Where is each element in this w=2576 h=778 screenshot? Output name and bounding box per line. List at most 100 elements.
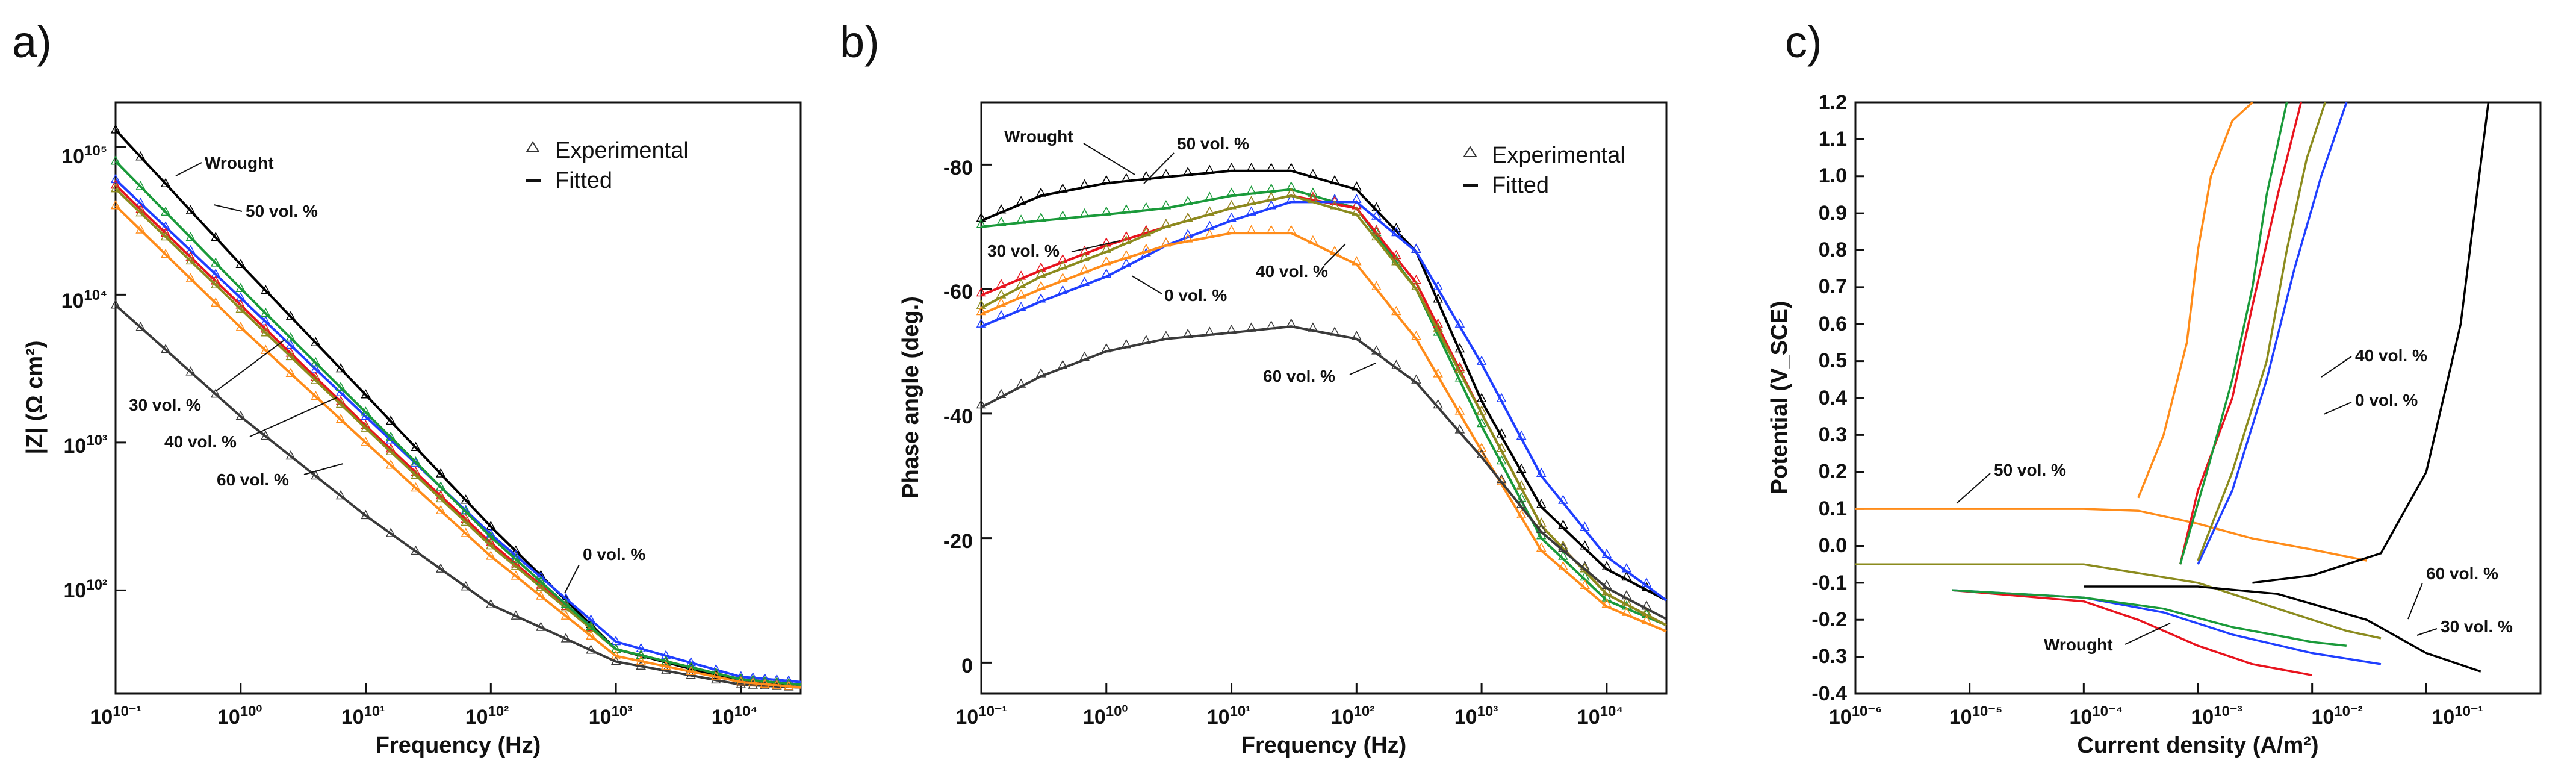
chart-a-series-5-point-2-2 bbox=[411, 545, 421, 555]
chart-a-series-4-point-3-4 bbox=[586, 621, 596, 630]
chart-b-series-4-point-7-0 bbox=[1411, 281, 1421, 290]
chart-b-series-3-point-6-0 bbox=[1352, 193, 1362, 204]
chart-b-series-1-point-10-0 bbox=[1601, 592, 1612, 602]
chart-b-annotation-40: 40 vol. % bbox=[1256, 262, 1328, 281]
chart-b-series-0-point-1-0 bbox=[1035, 187, 1046, 197]
chart-a-series-0-point-2-0 bbox=[361, 389, 371, 399]
chart-b-series-line-1 bbox=[981, 188, 1667, 627]
chart-a-series-6-point-3-1 bbox=[511, 570, 521, 580]
chart-b-series-3-point-9-2 bbox=[1580, 521, 1590, 531]
chart-a-series-0-point-1-2 bbox=[285, 311, 296, 320]
chart-b-series-0-point-9-0 bbox=[1536, 499, 1547, 508]
chart-a-series-6-point-0-2 bbox=[160, 248, 171, 258]
chart-c-series-1-cathodic bbox=[1952, 589, 2313, 677]
chart-b-series-2-point-2-2 bbox=[1141, 225, 1152, 234]
chart-b-series-1-point-1-0 bbox=[1035, 212, 1046, 222]
chart-a-series-6-point-0-4 bbox=[210, 297, 221, 307]
chart-b-series-4-point-2-1 bbox=[1121, 235, 1132, 245]
chart-b-series-1-point-5-1 bbox=[1308, 187, 1318, 197]
chart-a-series-4-point-3-1 bbox=[511, 553, 521, 563]
chart-a-series-5-point-1-4 bbox=[335, 490, 346, 500]
chart-b-series-4-point-3-1 bbox=[1182, 212, 1193, 222]
chart-a-annotation-0: 0 vol. % bbox=[583, 545, 645, 564]
chart-b-series-line-6 bbox=[981, 325, 1667, 620]
chart-b-series-3-point-10-2 bbox=[1641, 577, 1652, 587]
chart-b-series-4-point-4-2 bbox=[1266, 191, 1276, 201]
chart-c-xtick-1: 1010⁻⁵ bbox=[1949, 703, 2002, 729]
chart-b-ytick-0: -80 bbox=[943, 157, 973, 179]
chart-a-series-4-point-0-3 bbox=[185, 232, 196, 241]
chart-a-series-4-point-4-2 bbox=[660, 655, 671, 665]
chart-a-series-6-point-2-4 bbox=[461, 527, 471, 537]
chart-b-series-0-point-3-2 bbox=[1205, 164, 1215, 174]
chart-a-series-5-point-3-0 bbox=[486, 599, 496, 608]
chart-a-series-4-point-2-1 bbox=[385, 431, 396, 441]
chart-a-series-4-point-1-0 bbox=[235, 282, 246, 292]
chart-b-series-1-point-1-2 bbox=[1079, 208, 1090, 218]
chart-b-annotation-50-arrow bbox=[1143, 152, 1175, 184]
chart-a-annotation-40-arrow bbox=[249, 397, 338, 437]
chart-c-ytick-9: 0.5 bbox=[1819, 349, 1847, 372]
chart-c-xtick-2: 1010⁻⁴ bbox=[2069, 703, 2123, 729]
chart-b-ytick-3: -20 bbox=[943, 530, 973, 553]
chart-b-series-3-point-10-0 bbox=[1601, 549, 1612, 558]
chart-c-ytick-3: -0.1 bbox=[1811, 571, 1847, 594]
chart-b-series-0-point-5-2 bbox=[1329, 175, 1340, 185]
chart-b-series-4-point-6-0 bbox=[1352, 206, 1362, 216]
chart-b-series-5-point-8-0 bbox=[1476, 443, 1487, 452]
chart-b-series-3-point-10-1 bbox=[1621, 563, 1632, 573]
chart-b-series-3-point-1-1 bbox=[1058, 285, 1068, 294]
chart-b-series-5-point-2-1 bbox=[1121, 249, 1132, 260]
chart-a-series-4-point-4-0 bbox=[610, 643, 621, 653]
chart-b-series-5-point-4-0 bbox=[1226, 225, 1237, 234]
chart-b-series-6-point-6-1 bbox=[1371, 345, 1382, 355]
chart-b-series-6-point-9-2 bbox=[1580, 561, 1590, 571]
chart-b-series-0-point-8-0 bbox=[1476, 393, 1487, 402]
chart-a-series-1-point-4-3 bbox=[686, 657, 697, 667]
chart-c-annotation-60: 60 vol. % bbox=[2426, 564, 2498, 583]
chart-a-ticks bbox=[114, 146, 742, 694]
chart-a-ytick-2: 1010⁴ bbox=[61, 287, 107, 313]
chart-a-annotation-30-arrow bbox=[215, 340, 285, 392]
chart-c: 1010⁻⁶ 1010⁻⁵ 1010⁻⁴ 1010⁻³ 1010⁻² 1010⁻… bbox=[1767, 91, 2542, 758]
chart-a-series-4-point-0-2 bbox=[160, 206, 171, 216]
chart-b-legend-experimental-marker bbox=[1463, 146, 1477, 157]
chart-b-series-line-3 bbox=[981, 201, 1668, 602]
chart-b-series-3-point-4-1 bbox=[1246, 206, 1256, 216]
chart-a-series-1-point-0-3 bbox=[185, 244, 196, 255]
chart-b-series-0-point-4-1 bbox=[1246, 163, 1256, 172]
chart-a-series-6-point-1-3 bbox=[311, 390, 321, 400]
chart-a-series-4-point-0-0 bbox=[110, 155, 121, 165]
chart-b-series-0-point-9-1 bbox=[1558, 519, 1568, 529]
chart-b-series-4-point-3-2 bbox=[1205, 206, 1215, 216]
chart-c-series-4-anodic bbox=[2197, 102, 2326, 561]
chart-b-series-5-point-10-1 bbox=[1621, 606, 1632, 616]
chart-a-series-3-point-1-3 bbox=[311, 375, 321, 384]
chart-b-series-6-point-3-0 bbox=[1161, 331, 1172, 340]
chart-b-series-6-point-10-0 bbox=[1601, 579, 1612, 590]
panel-label-c: c) bbox=[1785, 17, 1822, 67]
chart-a-series-0-point-1-3 bbox=[311, 337, 321, 346]
chart-b-series-0-point-0-2 bbox=[1016, 196, 1026, 205]
chart-b-series-4-point-10-0 bbox=[1601, 586, 1612, 596]
chart-b-plot-frame bbox=[980, 101, 1668, 695]
chart-c-y-axis-title: Potential (V_SCE) bbox=[1767, 301, 1792, 494]
chart-b-series-6-point-3-1 bbox=[1182, 328, 1193, 338]
chart-b-series-4-point-1-0 bbox=[1035, 268, 1046, 278]
chart-a-series-1-point-4-2 bbox=[660, 650, 671, 659]
chart-b-xtick-0: 1010⁻¹ bbox=[955, 703, 1007, 729]
chart-b-series-4-point-5-1 bbox=[1308, 193, 1318, 204]
chart-b-series-1-point-0-0 bbox=[976, 219, 987, 228]
chart-b-series-0-point-8-2 bbox=[1516, 463, 1527, 473]
chart-b-series-6-point-4-2 bbox=[1266, 320, 1276, 330]
chart-c-annotation-30: 30 vol. % bbox=[2441, 617, 2513, 636]
chart-b-series-1-point-9-1 bbox=[1558, 550, 1568, 560]
chart-b-series-4-point-7-1 bbox=[1433, 322, 1443, 332]
chart-b-series-6-point-6-2 bbox=[1391, 359, 1401, 369]
chart-b-series-4-point-8-0 bbox=[1476, 405, 1487, 415]
chart-a-series-4-point-1-3 bbox=[311, 356, 321, 367]
chart-c-series-3-cathodic bbox=[1952, 589, 2347, 647]
chart-b-series-6-point-7-0 bbox=[1411, 374, 1421, 384]
chart-b-series-4-point-5-0 bbox=[1286, 187, 1296, 197]
chart-a-series-3-point-3-0 bbox=[486, 540, 496, 550]
